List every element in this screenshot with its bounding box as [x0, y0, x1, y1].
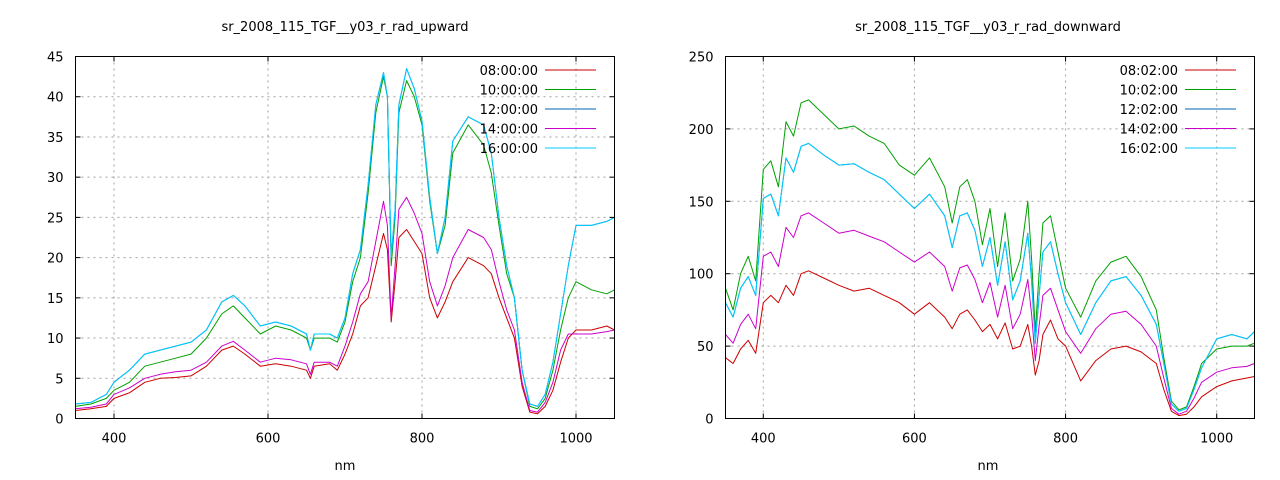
x-tick-label: 800 [1053, 432, 1078, 447]
y-tick-label: 100 [689, 268, 714, 283]
y-tick-label: 150 [689, 195, 714, 210]
series-line-16:00:00 [75, 68, 615, 407]
legend-entry-label: 14:02:00 [1120, 123, 1178, 138]
y-tick-label: 25 [47, 211, 64, 226]
y-tick-label: 0 [55, 413, 63, 428]
legend-entry-label: 08:02:00 [1120, 64, 1178, 79]
series-line-08:00:00 [75, 229, 615, 415]
series-line-12:02:00 [725, 142, 1255, 412]
y-tick-label: 10 [47, 332, 64, 347]
legend-entry-label: 16:00:00 [480, 142, 538, 157]
series-line-12:00:00 [75, 68, 615, 407]
chart-title: sr_2008_115_TGF__y03_r_rad_upward [221, 20, 468, 35]
upward-radiance-chart: sr_2008_115_TGF__y03_r_rad_upward 0 5 10 15… [47, 20, 615, 474]
plot-frame [75, 56, 615, 419]
y-tick-label: 40 [47, 91, 64, 106]
plot-frame [725, 56, 1255, 419]
legend-entry-label: 08:00:00 [480, 64, 538, 79]
y-tick-label: 200 [689, 123, 714, 138]
y-tick-label: 5 [55, 372, 63, 387]
y-tick-label: 250 [689, 51, 714, 66]
y-tick-label: 35 [47, 131, 64, 146]
legend-entry-label: 10:02:00 [1120, 84, 1178, 99]
legend-entry-label: 16:02:00 [1120, 142, 1178, 157]
legend-entry-label: 12:00:00 [480, 103, 538, 118]
y-tick-label: 15 [47, 292, 64, 307]
downward-radiance-chart: sr_2008_115_TGF__y03_r_rad_downward 0 50 1… [689, 20, 1255, 474]
x-tick-label: 1000 [1200, 432, 1233, 447]
x-axis-label: nm [978, 459, 999, 474]
y-tick-label: 30 [47, 171, 64, 186]
x-tick-label: 1000 [559, 432, 592, 447]
series-line-14:02:00 [725, 212, 1255, 415]
series-line-08:02:00 [725, 270, 1255, 417]
x-tick-label: 600 [256, 432, 281, 447]
x-tick-label: 400 [102, 432, 127, 447]
series-line-14:00:00 [75, 196, 615, 413]
x-tick-label: 800 [410, 432, 435, 447]
y-tick-label: 20 [47, 252, 64, 267]
legend-entry-label: 14:00:00 [480, 123, 538, 138]
chart-title: sr_2008_115_TGF__y03_r_rad_downward [855, 20, 1121, 35]
legend-entry-label: 10:00:00 [480, 84, 538, 99]
x-tick-label: 400 [751, 432, 776, 447]
x-tick-label: 600 [902, 432, 927, 447]
y-tick-label: 0 [705, 413, 713, 428]
x-axis-label: nm [335, 459, 356, 474]
y-tick-label: 45 [47, 51, 64, 66]
series-line-10:02:00 [725, 99, 1255, 411]
legend-entry-label: 12:02:00 [1120, 103, 1178, 118]
y-tick-label: 50 [697, 340, 714, 355]
series-line-16:02:00 [725, 142, 1255, 412]
